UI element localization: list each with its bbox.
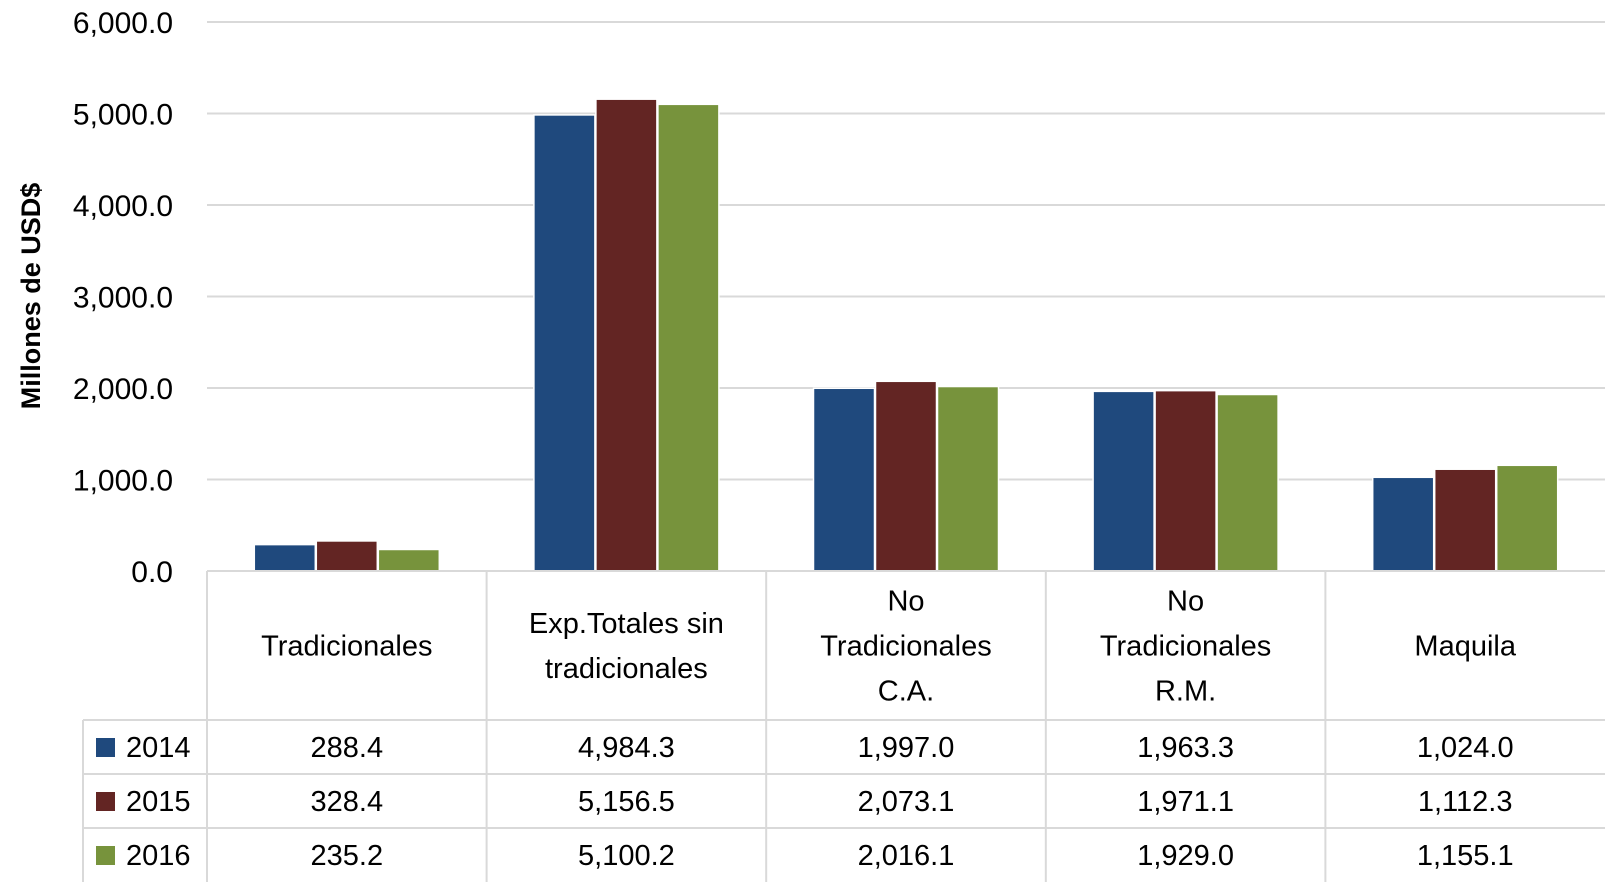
bar-2015-1 <box>595 98 658 572</box>
table-cell-2015-0: 328.4 <box>311 786 384 818</box>
category-label: Tradicionales <box>820 631 991 663</box>
category-label: Maquila <box>1414 631 1516 663</box>
table-cell-2014-1: 4,984.3 <box>578 732 675 764</box>
table-cell-2015-1: 5,156.5 <box>578 786 675 818</box>
bar-2016-2 <box>936 385 1000 572</box>
category-label: No <box>1167 586 1204 618</box>
table-cell-2014-2: 1,997.0 <box>858 732 955 764</box>
bars <box>253 98 1559 572</box>
table-cell-2015-4: 1,112.3 <box>1418 786 1513 818</box>
table-cell-2014-0: 288.4 <box>311 732 384 764</box>
bar-2016-3 <box>1216 393 1279 572</box>
legend-swatch-2016 <box>96 846 115 865</box>
bar-2015-3 <box>1154 389 1217 572</box>
bar-2016-4 <box>1495 464 1559 572</box>
legend-label-2015: 2015 <box>126 786 191 818</box>
y-tick-label: 4,000.0 <box>73 190 173 223</box>
table-cell-2015-3: 1,971.1 <box>1137 786 1234 818</box>
y-tick-label: 5,000.0 <box>73 99 173 132</box>
y-axis-ticks: 0.0 1,000.0 2,000.0 3,000.0 4,000.0 5,000.0 6,… <box>73 7 173 589</box>
y-tick-label: 2,000.0 <box>73 373 173 406</box>
category-label: tradicionales <box>545 653 708 685</box>
category-label: R.M. <box>1155 676 1216 708</box>
y-tick-label: 3,000.0 <box>73 282 173 315</box>
bar-2014-2 <box>812 387 876 572</box>
bar-2016-1 <box>657 103 720 572</box>
table-cell-2014-4: 1,024.0 <box>1417 732 1514 764</box>
category-label: Exp.Totales sin <box>529 608 724 640</box>
y-tick-label: 6,000.0 <box>73 7 173 40</box>
legend-label-2014: 2014 <box>126 732 191 764</box>
table-cell-2016-0: 235.2 <box>311 840 384 872</box>
bar-2014-3 <box>1092 390 1155 572</box>
bar-2014-0 <box>253 543 317 572</box>
bar-2015-2 <box>874 380 938 572</box>
y-tick-label: 0.0 <box>131 556 173 589</box>
bar-2015-4 <box>1433 468 1497 572</box>
bar-2016-0 <box>377 548 441 572</box>
bar-2014-1 <box>533 114 596 572</box>
table-cell-2016-2: 2,016.1 <box>858 840 955 872</box>
y-axis-label: Millones de USD$ <box>16 183 46 410</box>
table-cell-2016-4: 1,155.1 <box>1417 840 1514 872</box>
table-cell-2016-1: 5,100.2 <box>578 840 675 872</box>
category-label: Tradicionales <box>261 631 432 663</box>
bar-2014-4 <box>1371 476 1435 572</box>
table-cell-2015-2: 2,073.1 <box>858 786 955 818</box>
data-table: Tradicionales Exp.Totales sin tradicionale… <box>82 570 1605 882</box>
table-cell-2014-3: 1,963.3 <box>1137 732 1234 764</box>
category-label: C.A. <box>878 676 934 708</box>
bar-2015-0 <box>315 540 379 572</box>
legend-label-2016: 2016 <box>126 840 191 872</box>
category-label: No <box>887 586 924 618</box>
legend-swatch-2014 <box>96 738 115 757</box>
table-cell-2016-3: 1,929.0 <box>1137 840 1234 872</box>
legend-swatch-2015 <box>96 792 115 811</box>
category-label: Tradicionales <box>1100 631 1271 663</box>
y-tick-label: 1,000.0 <box>73 465 173 498</box>
